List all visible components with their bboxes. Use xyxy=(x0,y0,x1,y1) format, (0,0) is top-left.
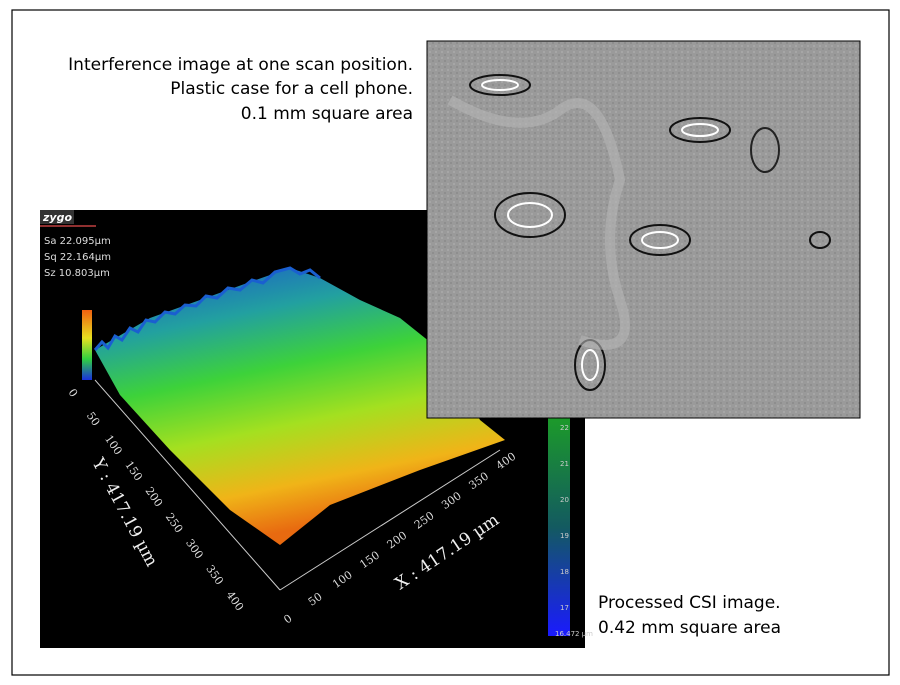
colorbar-tick-label: 22 xyxy=(560,424,569,432)
surface xyxy=(95,268,505,545)
caption-line: 0.42 mm square area xyxy=(598,618,781,638)
colorbar-tick-label: 17 xyxy=(560,604,569,612)
colorbar-min-label: 16.472 µm xyxy=(555,630,593,638)
caption-line: Plastic case for a cell phone. xyxy=(170,79,413,99)
stat: Sz 10.803µm xyxy=(44,268,110,279)
caption-line: 0.1 mm square area xyxy=(241,104,413,124)
stat: Sa 22.095µm xyxy=(44,236,111,247)
colorbar-tick-label: 20 xyxy=(560,496,569,504)
logo: zygo xyxy=(42,211,72,224)
interference-image xyxy=(426,40,861,419)
stat: Sq 22.164µm xyxy=(44,252,111,263)
caption-line: Processed CSI image. xyxy=(598,593,781,613)
colorbar-tick-label: 19 xyxy=(560,532,569,540)
colorbar-tick-label: 21 xyxy=(560,460,569,468)
caption-line: Interference image at one scan position. xyxy=(68,55,413,75)
colorbar-tick-label: 18 xyxy=(560,568,569,576)
